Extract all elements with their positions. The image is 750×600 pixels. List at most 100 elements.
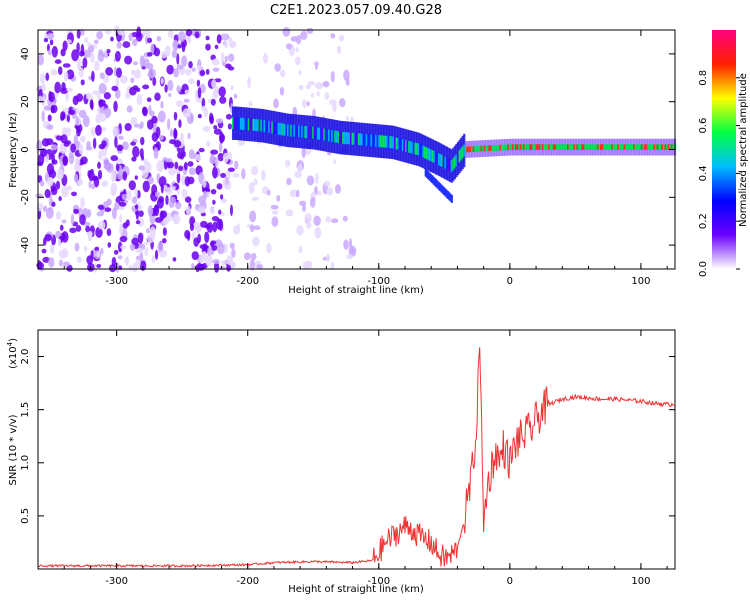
spectrogram-noise-cell [346,253,354,260]
spectrogram-ridge-core [235,117,238,130]
spectrogram-noise-cell [73,208,80,214]
spectrogram-noise-cell [216,34,222,44]
spectrogram-noise-cell [154,191,160,198]
spectrogram-noise-cell [121,141,129,151]
spectrogram-noise-cell [262,53,269,64]
spectrogram-noise-cell [185,28,193,37]
spectrogram-noise-cell [214,78,222,83]
spectrogram-ridge-core [633,144,636,150]
spectrogram-ridge-core [348,132,351,145]
spectrogram-noise-cell [184,89,190,95]
spectrogram-ridge-core [651,144,655,150]
spectrogram-noise-cell [89,98,94,110]
spectrogram-noise-cell [154,92,161,101]
spectrogram-noise-cell [46,124,54,131]
spectrogram-noise-cell [132,38,138,47]
spectrogram-noise-cell [71,191,77,197]
spectrogram-noise-cell [315,173,319,185]
spectrogram-ridge-core [242,117,246,130]
spectrogram-noise-cell [197,87,202,99]
spectrogram-noise-cell [106,49,111,54]
spectrogram-noise-cell [247,76,252,89]
spectrogram-noise-cell [41,110,45,122]
spectrogram-noise-cell [204,224,211,229]
spectrogram-noise-cell [271,216,279,227]
spectrogram-ridge-core [428,148,431,161]
spectrogram-ridge-core [431,150,434,163]
spectrogram-noise-cell [110,155,119,162]
spectrogram-noise-cell [315,82,323,90]
spectrogram-noise-cell [114,136,118,148]
spectrogram-noise-cell [130,77,135,84]
spectrogram-ridge-core [436,152,439,165]
spectrogram-noise-cell [114,202,120,211]
spectrogram-noise-cell [49,243,55,254]
spectrogram-noise-cell [158,163,165,170]
spectrogram-noise-cell [252,236,260,247]
spectrogram-noise-cell [135,247,144,254]
snr-y-label: SNR (10 * v/v) [8,414,19,485]
spectrogram-noise-cell [47,32,54,40]
spectrogram-ridge-core [420,144,423,157]
spectrogram-noise-cell [298,246,303,254]
spectrogram-noise-cell [124,92,131,99]
spectrogram-ridge-core [519,144,523,150]
spectrogram-ridge-core [546,144,549,150]
spectrogram-ridge-core [351,132,354,145]
spectrogram-noise-cell [80,135,86,143]
spectrogram-ridge-core [419,144,422,156]
spectrogram-noise-cell [76,29,81,39]
spectrogram-noise-cell [210,207,215,215]
spectrogram-ridge-core [617,144,620,150]
spectrogram-ridge-core [367,134,370,147]
spectrogram-ridge-core [265,120,268,133]
spectrogram-noise-cell [215,157,219,169]
spectrogram-noise-cell [161,51,168,59]
spectrogram-ridge-core [331,130,334,142]
spectrogram-ridge-core [670,144,674,150]
spectrogram-ridge-core [548,144,551,150]
spectrogram-noise-cell [229,204,233,217]
spectrogram-noise-cell [146,52,153,57]
spectrogram-y-ticks: -40 -20 0 20 40 [20,48,675,253]
spectrogram-noise-cell [151,115,158,124]
spectrogram-ridge-core [614,144,617,150]
spectrogram-ridge-core [315,127,318,140]
spectrogram-noise-cell [173,111,178,121]
spectrogram-noise-cell [343,69,350,81]
spectrogram-noise-cell [92,90,99,96]
spectrogram-noise-cell [100,247,104,255]
spectrogram-ridge-core [294,125,298,138]
spectrogram-noise-cell [212,67,220,72]
spectrogram-ridge-core [304,125,307,138]
spectrogram-noise-cell [273,98,279,109]
spectrogram-ridge-core [648,144,651,150]
spectrogram-ridge-core [434,151,438,164]
spectrogram-noise-cell [222,178,230,188]
x-tick-label: -200 [236,576,259,587]
spectrogram-branch [450,194,453,203]
spectrogram-x-label: Height of straight line (km) [288,285,424,296]
spectrogram-ridge-core [403,139,406,152]
spectrogram-noise-cell [89,52,95,64]
spectrogram-noise-cell [182,108,191,118]
spectrogram-noise-cell [187,161,194,167]
spectrogram-noise-cell [74,242,80,252]
spectrogram-ridge-core [666,144,669,150]
spectrogram-ridge-core [324,128,327,141]
spectrogram-noise-cell [202,125,211,132]
spectrogram-ridge-core [368,134,372,147]
spectrogram-ridge-core [406,140,409,153]
spectrogram-noise-cell [233,93,238,99]
spectrogram-noise-cell [93,39,99,45]
spectrogram-noise-cell [147,37,153,44]
spectrogram-noise-cell [325,216,332,223]
spectrogram-ridge-core [316,127,320,140]
spectrogram-noise-cell [220,260,228,266]
spectrogram-noise-cell [202,190,208,199]
x-tick-label: 100 [631,576,650,587]
spectrogram-noise-cell [307,80,315,86]
spectrogram-noise-cell [104,207,112,213]
spectrogram-noise-cell [330,261,335,271]
spectrogram-ridge-core [496,144,499,151]
